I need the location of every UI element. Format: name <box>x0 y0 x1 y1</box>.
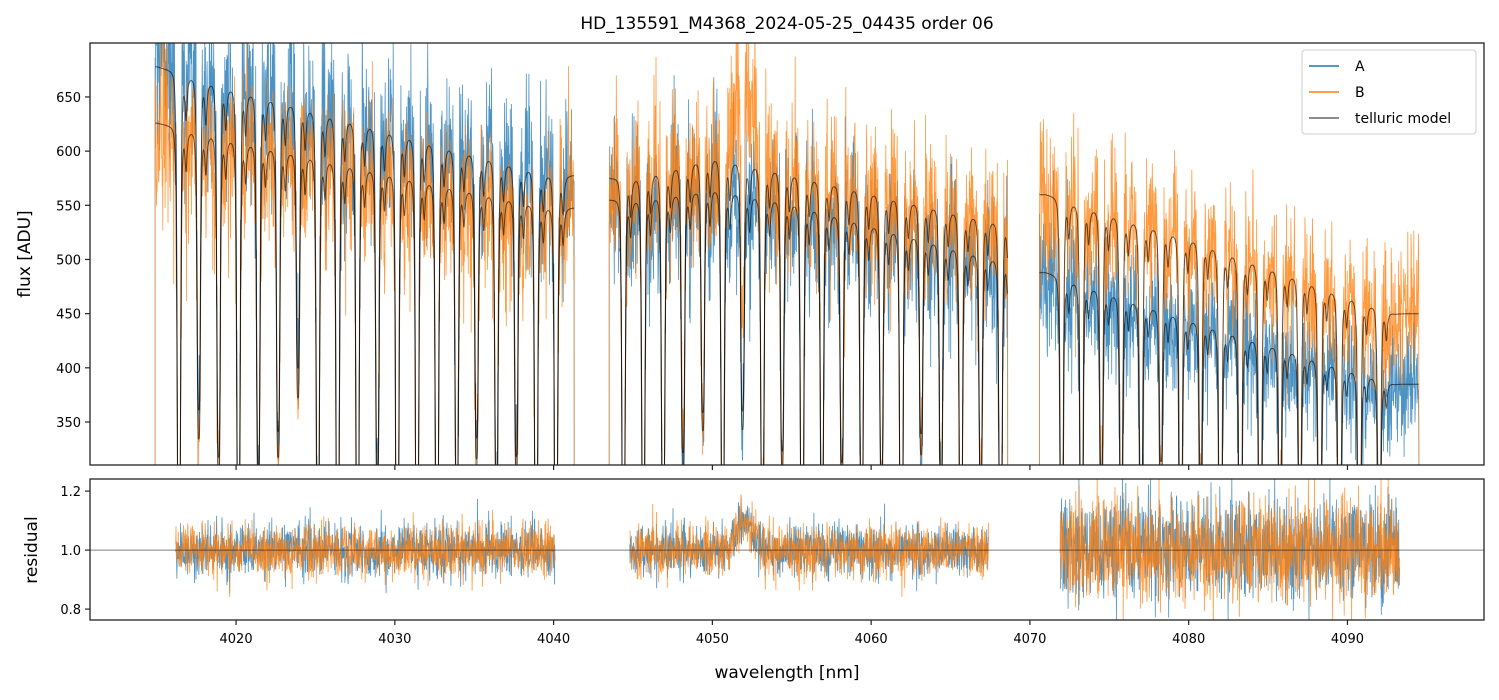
telluric-model-b-line <box>609 160 1009 465</box>
spectrum-a-line <box>154 43 575 465</box>
residual-y-tick-label: 0.8 <box>60 603 81 618</box>
x-tick-label: 4090 <box>1331 632 1364 647</box>
spectrum-y-tick-label: 550 <box>56 199 81 214</box>
legend: A B telluric model <box>1301 49 1477 135</box>
residual-plot-area <box>90 479 1484 620</box>
telluric-model-a-line <box>609 192 1009 465</box>
spectrum-a-line <box>1039 170 1420 465</box>
x-tick-label: 4020 <box>220 632 253 647</box>
x-tick-label: 4040 <box>537 632 570 647</box>
spectrum-axes-frame <box>89 42 1485 466</box>
residual-y-tick-label: 1.0 <box>60 544 81 559</box>
x-tick-label: 4050 <box>696 632 729 647</box>
telluric-model-a-line <box>155 66 575 465</box>
spectrum-plot-area <box>154 43 1420 465</box>
spectrum-y-tick-label: 400 <box>56 362 81 377</box>
residual-y-tick-label: 1.2 <box>60 485 81 500</box>
spectrum-y-tick-label: 650 <box>56 91 81 106</box>
x-tick-label: 4060 <box>855 632 888 647</box>
x-axis-label: wavelength [nm] <box>714 663 859 683</box>
legend-label-model: telluric model <box>1355 111 1451 127</box>
residual-b-line <box>1059 479 1400 620</box>
telluric-model-b-line <box>155 122 575 465</box>
x-tick-label: 4080 <box>1172 632 1205 647</box>
legend-label-b: B <box>1355 85 1365 101</box>
residual-b-line <box>175 509 556 598</box>
telluric-model-a-line <box>1039 272 1419 465</box>
spectrum-y-tick-label: 500 <box>56 253 81 268</box>
chart-title: HD_135591_M4368_2024-05-25_04435 order 0… <box>580 14 993 34</box>
legend-label-a: A <box>1355 59 1365 75</box>
y-axis-label-residual: residual <box>22 516 42 583</box>
legend-box <box>1301 49 1477 135</box>
spectrum-y-tick-label: 450 <box>56 308 81 323</box>
y-axis-label-flux: flux [ADU] <box>15 210 35 297</box>
x-tick-label: 4070 <box>1013 632 1046 647</box>
residual-b-line <box>629 494 989 598</box>
spectrum-y-tick-label: 350 <box>56 416 81 431</box>
x-tick-label: 4030 <box>378 632 411 647</box>
telluric-model-b-line <box>1039 194 1419 465</box>
spectrum-y-tick-label: 600 <box>56 145 81 160</box>
